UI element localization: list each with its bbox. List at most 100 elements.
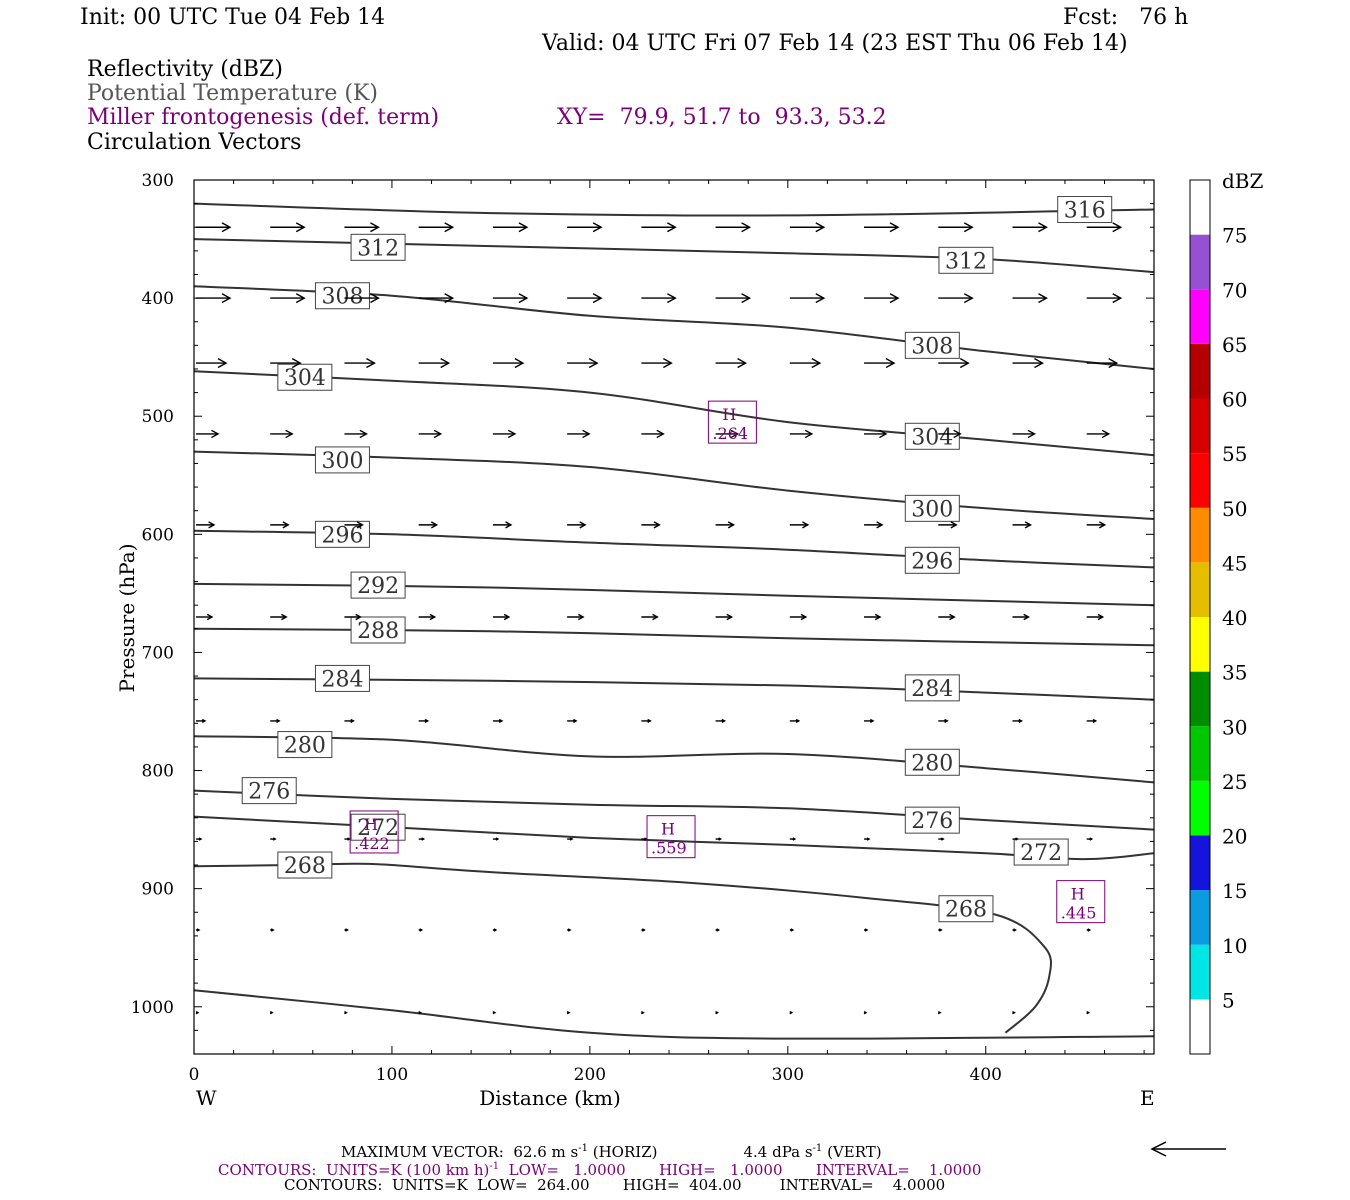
- circulation-vector-head: [1089, 837, 1094, 841]
- colorbar-level-label: 25: [1222, 770, 1247, 794]
- valid-time: Valid: 04 UTC Fri 07 Feb 14 (23 EST Thu …: [542, 31, 1128, 56]
- circulation-vector-head: [1038, 222, 1048, 233]
- contour-label-box: [314, 282, 370, 310]
- circulation-vector-head: [663, 358, 673, 369]
- circulation-vector-head: [1038, 293, 1048, 304]
- colorbar-segment: [1190, 617, 1210, 672]
- circulation-vector-head: [356, 521, 364, 529]
- circulation-vector-head: [272, 837, 277, 841]
- circulation-vector-head: [950, 521, 958, 529]
- circulation-vector-head: [644, 837, 648, 841]
- contour-label-box: [904, 674, 960, 702]
- circulation-vectors: [195, 222, 1123, 1015]
- contour-label: 292: [357, 574, 399, 599]
- circulation-vector-head: [276, 718, 281, 724]
- contour-label: 276: [911, 809, 953, 834]
- circulation-vector-head: [727, 521, 736, 529]
- contour-label: 304: [911, 425, 953, 450]
- circulation-vector-head: [444, 222, 455, 233]
- colorbar-level-label: 55: [1222, 442, 1247, 466]
- contour-label: 300: [321, 449, 363, 474]
- circulation-vector-head: [295, 222, 306, 233]
- west-label: W: [196, 1086, 217, 1110]
- colorbar-segment: [1190, 944, 1210, 1000]
- contour-label: 304: [284, 366, 326, 391]
- circulation-vector-head: [577, 613, 585, 621]
- circulation-vector-head: [800, 613, 808, 621]
- contour-label: 300: [911, 497, 953, 522]
- circulation-vector-head: [1034, 358, 1044, 369]
- circulation-vector-head: [344, 1010, 348, 1015]
- field-frontogenesis: Miller frontogenesis (def. term): [87, 105, 440, 130]
- circulation-vector-head: [440, 358, 451, 369]
- colorbar-segment: [1190, 562, 1210, 617]
- circulation-vector-head: [355, 613, 362, 621]
- circulation-vector-head: [1098, 521, 1107, 529]
- circulation-vector-head: [370, 293, 380, 304]
- circulation-vector-head: [667, 222, 677, 233]
- contour-label-box: [904, 494, 960, 522]
- circulation-vector-head: [1023, 613, 1030, 621]
- circulation-vector-head: [963, 222, 974, 233]
- contour-label-box: [241, 777, 297, 805]
- circulation-vector-head: [730, 429, 740, 439]
- circulation-vector-head: [1086, 1010, 1091, 1015]
- theta-contour-line: [193, 202, 1155, 217]
- circulation-vector-head: [507, 429, 517, 439]
- circulation-vector-head: [647, 718, 652, 724]
- contour-label: 316: [1064, 199, 1106, 224]
- y-tick-label: 1000: [131, 998, 174, 1018]
- theta-contour-line: [193, 789, 1155, 831]
- circulation-vector-head: [863, 1010, 868, 1015]
- circulation-vector-head: [206, 613, 214, 621]
- circulation-vector-head: [370, 222, 380, 233]
- contour-label-box: [350, 233, 406, 261]
- circulation-vector-head: [195, 1010, 200, 1015]
- circulation-vector-head: [938, 928, 943, 932]
- colorbar-level-label: 35: [1222, 661, 1247, 685]
- colorbar-frame: [1189, 179, 1211, 1055]
- circulation-vector-head: [588, 358, 599, 369]
- circulation-vector-head: [217, 358, 228, 369]
- colorbar-segment: [1190, 180, 1210, 235]
- field-circulation-vectors: Circulation Vectors: [87, 130, 302, 155]
- contour-label-box: [350, 813, 406, 841]
- circulation-vector-head: [885, 358, 896, 369]
- circulation-vector-head: [196, 928, 201, 932]
- contour-label: 312: [945, 249, 987, 274]
- circulation-vector-head: [429, 613, 437, 621]
- theta-contour-line: [193, 735, 1155, 784]
- reference-vector-arrow: [1150, 1141, 1226, 1157]
- circulation-vector-head: [419, 928, 424, 932]
- circulation-vector-head: [889, 293, 900, 304]
- colorbar-level-label: 45: [1222, 551, 1247, 575]
- frontogenesis-max-box: [1056, 880, 1106, 924]
- theta-contour-line: [193, 989, 1155, 1040]
- init-time: Init: 00 UTC Tue 04 Feb 14: [80, 5, 386, 30]
- x-tick-label: 0: [189, 1065, 200, 1085]
- circulation-vector-head: [804, 429, 814, 439]
- theta-contour-line: [193, 582, 1155, 607]
- circulation-vector-head: [518, 222, 529, 233]
- circulation-vector-head: [221, 222, 232, 233]
- circulation-vector-head: [937, 1010, 942, 1015]
- circulation-vector-head: [815, 222, 826, 233]
- contour-label-box: [1057, 196, 1113, 224]
- contour-label-box: [938, 895, 994, 923]
- plot-frame: [193, 179, 1155, 1055]
- contour-label: 276: [248, 780, 290, 805]
- contour-label: 280: [284, 734, 326, 759]
- contour-label-box: [1013, 838, 1069, 866]
- circulation-vector-head: [566, 1010, 571, 1015]
- colorbar-level-label: 50: [1222, 497, 1247, 521]
- circulation-vector-head: [424, 718, 430, 724]
- x-tick-label: 100: [376, 1065, 408, 1085]
- circulation-vector-head: [716, 928, 721, 932]
- contour-label: 272: [1020, 841, 1062, 866]
- x-tick-label: 300: [772, 1065, 804, 1085]
- circulation-vector-head: [282, 521, 290, 529]
- circulation-vector-head: [1012, 1010, 1016, 1015]
- colorbar-segment: [1190, 999, 1210, 1054]
- x-tick-label: 400: [970, 1065, 1002, 1085]
